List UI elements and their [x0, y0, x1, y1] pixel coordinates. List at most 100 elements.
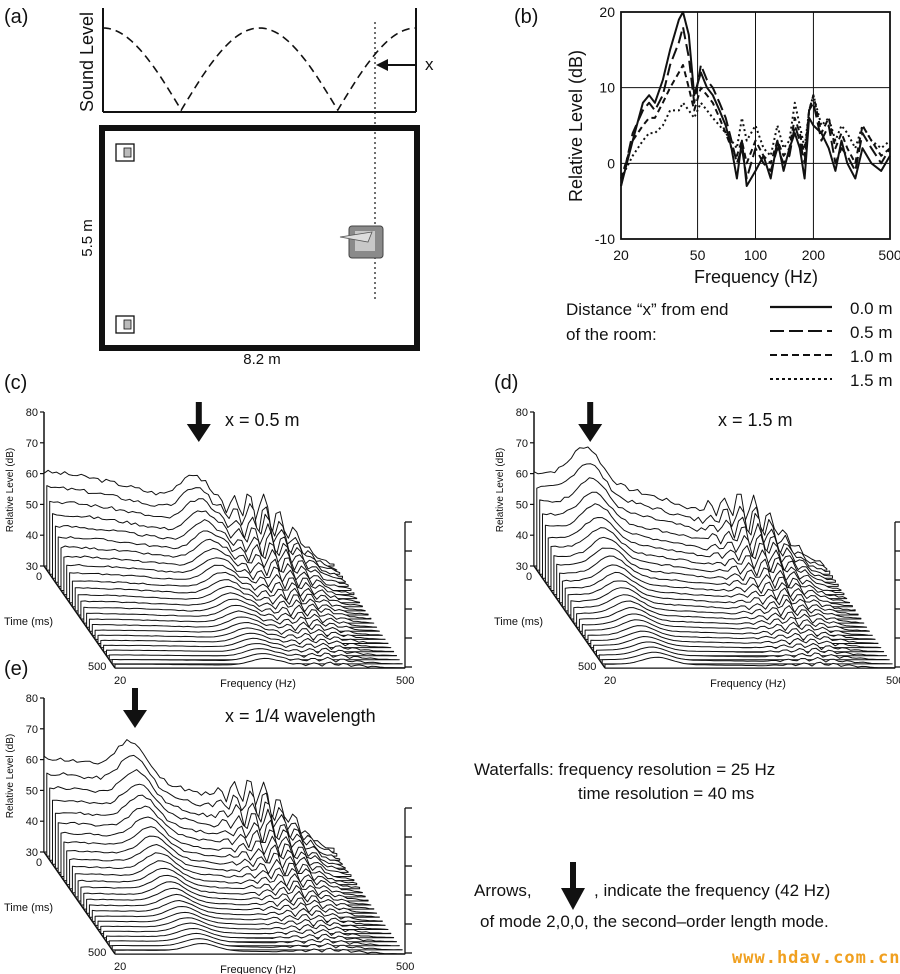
panel-a-label: (a)	[4, 6, 29, 28]
wf-slice	[604, 656, 896, 669]
mode-arrow-icon	[123, 688, 147, 728]
legend-entry: 1.0 m	[850, 347, 893, 366]
legend-entry: 0.5 m	[850, 323, 893, 342]
speaker-icon	[115, 143, 135, 162]
wf-freq-start: 20	[114, 675, 126, 687]
panel-b-label: (b)	[514, 6, 539, 28]
arrows-note-suffix: , indicate the frequency (42 Hz)	[594, 881, 831, 900]
wf-y-tick-label: 70	[26, 724, 38, 736]
mode-arrow-icon	[578, 402, 603, 442]
wf-slice	[114, 943, 406, 955]
wf-ylabel: Relative Level (dB)	[5, 448, 16, 532]
wf-time-end: 500	[88, 661, 106, 673]
mode-curve	[102, 27, 417, 112]
wf-time-label: Time (ms)	[4, 616, 53, 628]
room-outline	[99, 125, 420, 351]
speaker-icon	[115, 315, 135, 334]
y-tick-label: 20	[599, 4, 615, 20]
wf-y-tick-label: 60	[26, 469, 38, 481]
wf-y-tick-label: 50	[516, 499, 528, 511]
x-tick-label: 50	[690, 247, 706, 263]
room-height-label: 5.5 m	[79, 219, 96, 257]
wf-slices	[43, 469, 406, 669]
wf-y-tick-label: 30	[26, 847, 38, 859]
legend-entry: 1.5 m	[850, 371, 893, 390]
legend-swatches	[770, 305, 832, 380]
panel-b-ylabel: Relative Level (dB)	[566, 50, 586, 202]
x-tick-label: 200	[802, 247, 826, 263]
wf-time-start: 0	[526, 571, 532, 583]
wf-y-tick-label: 80	[26, 407, 38, 419]
y-tick-label: 0	[607, 155, 615, 171]
wf-time-label: Time (ms)	[494, 616, 543, 628]
legend-entries: 0.0 m 0.5 m 1.0 m 1.5 m	[850, 297, 893, 393]
room-width-label: 8.2 m	[243, 351, 281, 368]
listener-chair-icon	[339, 225, 384, 259]
wf-freq-label: Frequency (Hz)	[710, 678, 786, 690]
x-marker-label: x	[425, 55, 434, 74]
legend-entry: 0.0 m	[850, 299, 893, 318]
wf-time-end: 500	[88, 947, 106, 959]
x-arrow-head	[376, 59, 388, 71]
wf-time-label: Time (ms)	[4, 902, 53, 914]
arrows-note-line2: of mode 2,0,0, the second–order length m…	[480, 912, 829, 931]
panel-c-title: x = 0.5 m	[225, 410, 300, 430]
wf-y-tick-label: 30	[516, 561, 528, 573]
panel-d-title: x = 1.5 m	[718, 410, 793, 430]
wf-y-tick-label: 30	[26, 561, 38, 573]
x-tick-label: 20	[613, 247, 629, 263]
watermark-text: www.hdav.com.cn	[732, 948, 900, 968]
wf-y-tick-label: 70	[516, 438, 528, 450]
wf-y-tick-label: 50	[26, 499, 38, 511]
panel-b-frame	[620, 11, 891, 240]
legend-title-line1: Distance “x” from end	[566, 300, 729, 319]
panel-a-ylabel: Sound Level	[77, 12, 97, 112]
wf-ylabel: Relative Level (dB)	[5, 734, 16, 818]
arrows-note-prefix: Arrows,	[474, 881, 532, 900]
wf-y-tick-label: 60	[516, 469, 528, 481]
wf-freq-label: Frequency (Hz)	[220, 964, 296, 974]
panel-e-title: x = 1/4 wavelength	[225, 706, 376, 726]
wf-y-tick-label: 60	[26, 755, 38, 767]
y-tick-label: -10	[595, 231, 615, 247]
wf-slice	[111, 653, 403, 665]
wf-y-tick-label: 40	[26, 816, 38, 828]
panel-b-chart: 20 50 100 200 500 -10 0 10 20 Relative Level (dB…	[566, 4, 900, 287]
wf-time-start: 0	[36, 571, 42, 583]
waterfalls-note-line2: time resolution = 40 ms	[578, 784, 755, 803]
wf-slices	[43, 739, 406, 955]
waterfall-c: 80 70 60 50 40 30 Relative Level (dB) 0 500 Time …	[4, 402, 414, 690]
panel-b-series	[620, 11, 891, 187]
panel-b-grid	[620, 11, 891, 240]
wf-ylabel: Relative Level (dB)	[495, 448, 506, 532]
y-tick-label: 10	[599, 80, 615, 96]
legend-title: Distance “x” from end of the room:	[566, 297, 729, 347]
panel-d-label: (d)	[494, 372, 519, 394]
down-arrow-icon	[561, 862, 585, 910]
wf-freq-end: 500	[886, 675, 900, 687]
panel-c-label: (c)	[4, 372, 28, 394]
wf-slices	[533, 446, 896, 669]
legend-title-line2: of the room:	[566, 325, 657, 344]
wf-slice	[114, 657, 406, 669]
x-tick-label: 100	[744, 247, 768, 263]
wf-y-tick-label: 40	[516, 530, 528, 542]
wf-y-tick-label: 40	[26, 530, 38, 542]
panel-e-label: (e)	[4, 658, 29, 680]
wf-time-start: 0	[36, 857, 42, 869]
wf-y-tick-label: 70	[26, 438, 38, 450]
wf-freq-start: 20	[604, 675, 616, 687]
mode-arrow-icon	[186, 402, 211, 442]
waterfalls-note-line1: Waterfalls: frequency resolution = 25 Hz	[474, 760, 776, 779]
wf-freq-end: 500	[396, 961, 414, 973]
waterfall-e: 80 70 60 50 40 30 Relative Level (dB) 0 500 Time …	[4, 688, 414, 974]
wf-freq-label: Frequency (Hz)	[220, 678, 296, 690]
wf-freq-start: 20	[114, 961, 126, 973]
wf-time-end: 500	[578, 661, 596, 673]
panel-b-ticks: 20 50 100 200 500 -10 0 10 20	[595, 4, 900, 263]
series-line-0-5-m	[620, 26, 891, 187]
wf-freq-end: 500	[396, 675, 414, 687]
wf-y-tick-label: 50	[26, 785, 38, 797]
wf-y-tick-label: 80	[516, 407, 528, 419]
waterfall-d: 80 70 60 50 40 30 Relative Level (dB) 0 500 Time …	[494, 402, 900, 690]
